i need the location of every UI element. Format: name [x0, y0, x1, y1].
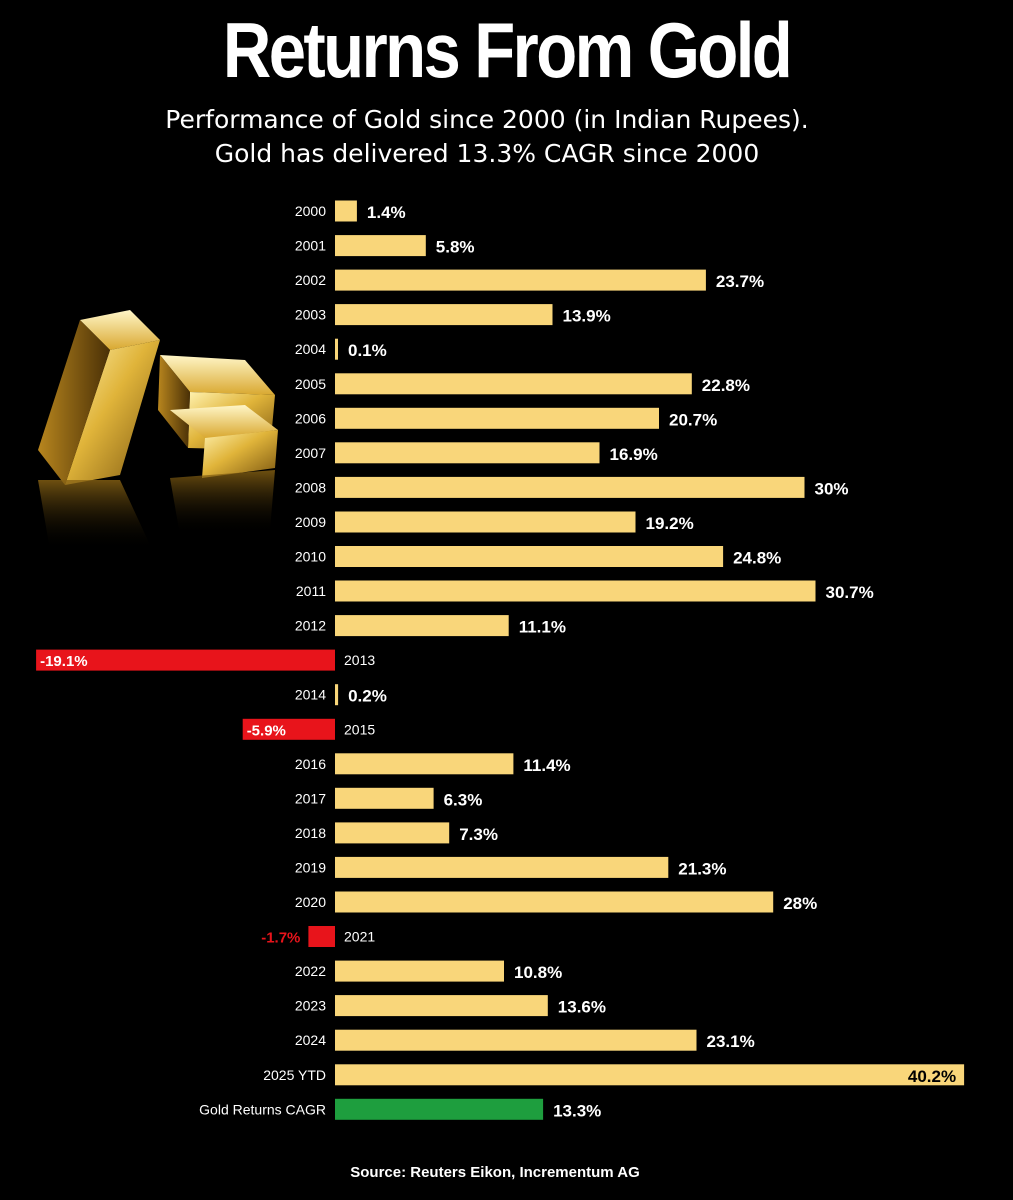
bar-2010 [335, 546, 724, 567]
value-label-2000: 1.4% [367, 203, 406, 222]
bar-2003 [335, 304, 553, 326]
category-label-2010: 2010 [295, 549, 326, 565]
category-label-2007: 2007 [295, 445, 326, 461]
category-label-2013: 2013 [344, 652, 375, 668]
gold-bars-illustration [38, 310, 278, 550]
bar-2021 [308, 926, 335, 947]
bar-2005 [335, 373, 692, 395]
bar-2000 [335, 200, 357, 222]
category-label-gold-returns-cagr: Gold Returns CAGR [199, 1101, 326, 1117]
bar-2008 [335, 476, 805, 498]
value-label-2002: 23.7% [716, 272, 764, 291]
source-note: Source: Reuters Eikon, Incrementum AG [350, 1164, 640, 1181]
value-label-2024: 23.1% [707, 1032, 755, 1051]
bar-2009 [335, 511, 636, 533]
bar-2016 [335, 753, 514, 775]
category-label-2003: 2003 [295, 307, 326, 323]
value-label-2010: 24.8% [733, 549, 781, 568]
category-label-2014: 2014 [295, 687, 326, 703]
bar-2019 [335, 856, 669, 878]
value-label-2012: 11.1% [519, 618, 566, 637]
bar-2017 [335, 787, 434, 809]
value-label-2008: 30% [815, 479, 849, 498]
value-label-2022: 10.8% [514, 963, 562, 982]
category-label-2011: 2011 [296, 583, 326, 599]
bar-2011 [335, 580, 816, 602]
bar-2020 [335, 891, 774, 913]
category-label-2004: 2004 [295, 341, 326, 357]
value-label-2009: 19.2% [646, 514, 694, 533]
bar-2006 [335, 407, 659, 429]
bar-2002 [335, 269, 706, 291]
value-label-2021: -1.7% [261, 930, 300, 947]
bar-2018 [335, 822, 450, 844]
value-label-2014: 0.2% [348, 687, 387, 706]
category-label-2006: 2006 [295, 410, 326, 426]
bar-2014 [335, 684, 339, 706]
value-label-2004: 0.1% [348, 341, 387, 360]
category-label-2024: 2024 [295, 1032, 326, 1048]
category-label-2023: 2023 [295, 998, 326, 1014]
value-label-2023: 13.6% [558, 998, 606, 1017]
category-label-2008: 2008 [295, 479, 326, 495]
value-label-2020: 28% [783, 894, 817, 913]
bar-gold-returns-cagr [335, 1098, 544, 1120]
bar-2013 [36, 649, 335, 671]
value-label-2013: -19.1% [40, 653, 88, 670]
category-label-2002: 2002 [295, 272, 326, 288]
value-label-2006: 20.7% [669, 410, 717, 429]
value-label-2003: 13.9% [563, 307, 611, 326]
category-label-2018: 2018 [295, 825, 326, 841]
category-label-2000: 2000 [295, 203, 326, 219]
category-label-2019: 2019 [295, 859, 326, 875]
value-label-gold-returns-cagr: 13.3% [553, 1101, 601, 1120]
value-label-2001: 5.8% [436, 238, 475, 257]
value-label-2007: 16.9% [610, 445, 658, 464]
value-label-2025-ytd: 40.2% [908, 1067, 956, 1086]
category-label-2022: 2022 [295, 963, 326, 979]
category-label-2015: 2015 [344, 721, 375, 737]
chart-title: Returns From Gold [222, 6, 793, 94]
value-label-2005: 22.8% [702, 376, 750, 395]
category-label-2021: 2021 [344, 929, 375, 945]
bar-2023 [335, 995, 548, 1017]
value-label-2015: -5.9% [247, 722, 286, 739]
bar-2025-ytd [335, 1064, 965, 1086]
bar-2012 [335, 615, 509, 637]
category-label-2016: 2016 [295, 756, 326, 772]
category-label-2025-ytd: 2025 YTD [263, 1067, 326, 1083]
value-label-2019: 21.3% [678, 859, 726, 878]
bar-2001 [335, 235, 426, 257]
bar-2004 [335, 338, 338, 360]
value-label-2017: 6.3% [444, 790, 483, 809]
value-label-2011: 30.7% [826, 583, 874, 602]
category-label-2001: 2001 [295, 238, 326, 254]
category-label-2005: 2005 [295, 376, 326, 392]
bar-2024 [335, 1029, 697, 1051]
chart-subtitle-line-2: Gold has delivered 13.3% CAGR since 2000 [214, 139, 760, 168]
bar-2015 [242, 718, 335, 740]
value-label-2016: 11.4% [523, 756, 570, 775]
category-label-2020: 2020 [295, 894, 326, 910]
value-label-2018: 7.3% [459, 825, 498, 844]
bar-2022 [335, 960, 504, 982]
bar-2007 [335, 442, 600, 464]
category-label-2012: 2012 [295, 618, 326, 634]
chart-subtitle-line-1: Performance of Gold since 2000 (in India… [165, 105, 809, 134]
category-label-2009: 2009 [295, 514, 326, 530]
category-label-2017: 2017 [295, 790, 326, 806]
